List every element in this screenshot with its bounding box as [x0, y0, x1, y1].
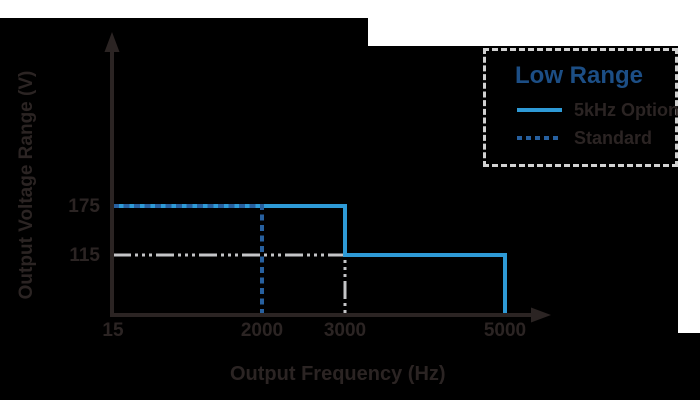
legend-item-label: Standard [574, 127, 653, 148]
x-axis-title: Output Frequency (Hz) [230, 363, 446, 385]
x-axis-arrow-icon [531, 307, 551, 323]
legend-box: Low Range 5kHz Option Standard [483, 48, 679, 167]
x-tick-label-5000: 5000 [483, 320, 527, 341]
x-tick-label-15: 15 [102, 320, 124, 341]
series-line-5khz-option [113, 204, 507, 314]
y-tick-label-175: 175 [68, 196, 100, 217]
solid-line-swatch-icon [517, 108, 562, 112]
guide-line-115v-at-3000hz-guide [113, 253, 347, 314]
y-tick-label-115: 115 [69, 245, 100, 266]
dashed-line-swatch-icon [517, 136, 562, 140]
white-margin-top-right [368, 0, 700, 46]
legend-item-label: 5kHz Option [574, 99, 680, 120]
x-tick-label-3000: 3000 [323, 320, 367, 341]
legend-item-standard: Standard [517, 126, 652, 150]
legend-item-5khz-option: 5kHz Option [517, 98, 679, 122]
y-axis-title: Output Voltage Range (V) [16, 70, 37, 300]
white-margin-right [678, 0, 700, 333]
y-axis-arrow-icon [104, 32, 120, 52]
x-tick-label-2000: 2000 [240, 320, 284, 341]
legend-title: Low Range [515, 62, 644, 89]
series-line-standard [113, 204, 264, 314]
